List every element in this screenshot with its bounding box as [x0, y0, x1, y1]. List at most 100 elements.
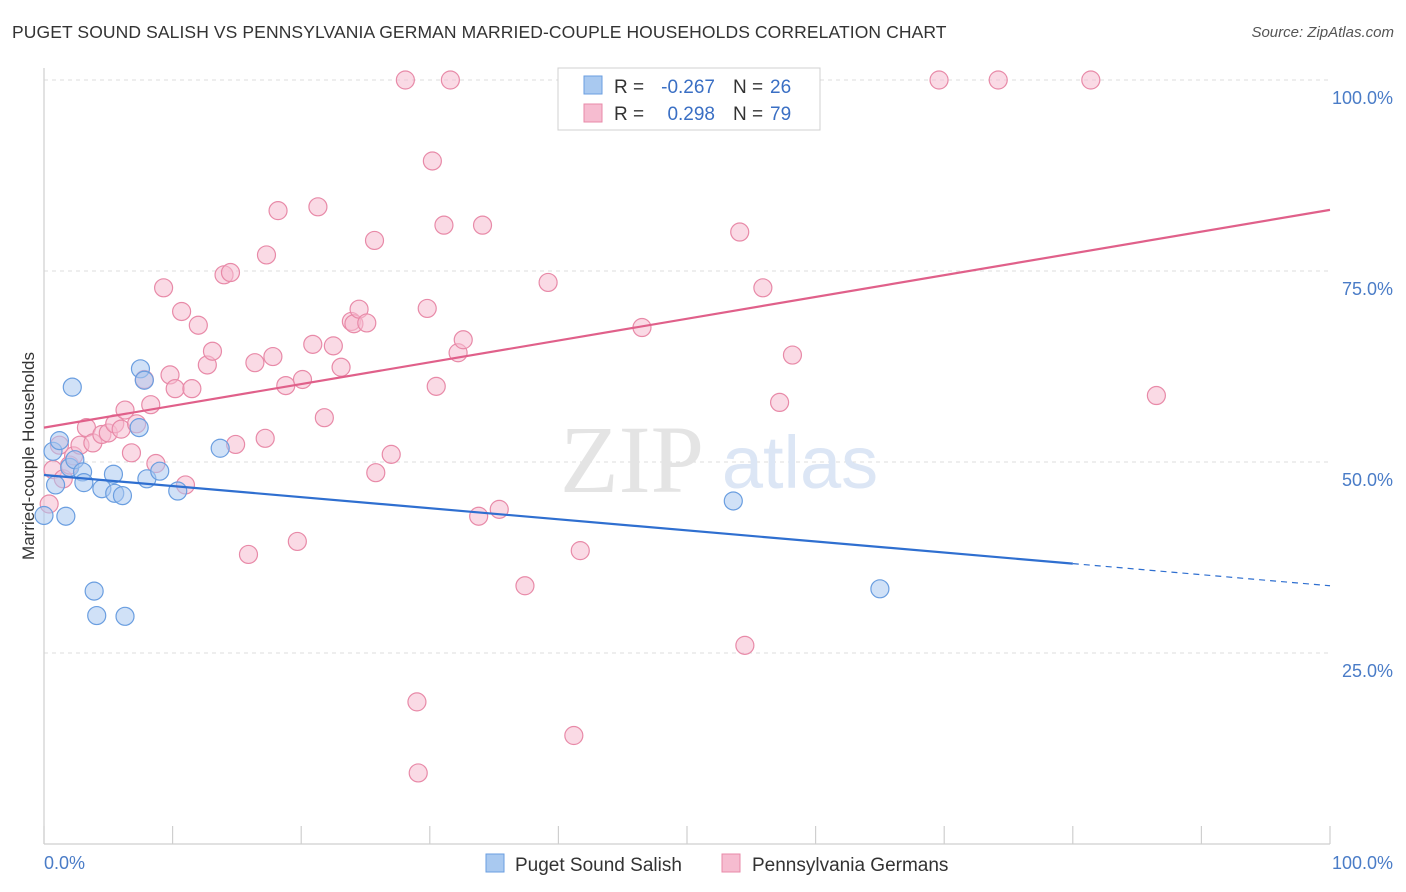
pa-german-point-58 [440, 70, 460, 90]
salish-point-9 [74, 473, 94, 493]
pa-german-point-53 [408, 763, 428, 783]
pa-german-point-42 [323, 336, 343, 356]
pa-german-point-35 [268, 201, 288, 221]
legend-r-value-1: -0.267 [661, 77, 715, 98]
pa-german-point-49 [366, 463, 386, 483]
pa-german-point-67 [570, 541, 590, 561]
legend-swatch-pink [583, 103, 603, 123]
chart-title: PUGET SOUND SALISH VS PENNSYLVANIA GERMA… [12, 22, 947, 42]
pa-german-point-57 [434, 215, 454, 235]
pa-german-point-74 [929, 70, 949, 90]
salish-point-4 [56, 506, 76, 526]
series-legend-swatch-pink [721, 853, 741, 873]
trend-lines [43, 208, 1331, 587]
series-legend-label-blue: Puget Sound Salish [515, 855, 682, 876]
watermark-zip: ZIP [560, 406, 704, 513]
pa-german-point-20 [165, 379, 185, 399]
pa-german-point-69 [730, 222, 750, 242]
salish-trend-extension [1072, 563, 1331, 587]
salish-point-13 [103, 464, 124, 484]
legend-r-label-1: R = [614, 77, 644, 98]
salish-trend-line [43, 473, 1073, 565]
salish-point-22 [168, 481, 188, 501]
pa-german-point-52 [407, 692, 427, 712]
salish-point-19 [134, 370, 154, 390]
legend-r-value-2: 0.298 [667, 104, 715, 125]
salish-point-23 [210, 438, 230, 458]
legend-r-label-2: R = [614, 104, 644, 125]
pa-german-point-21 [172, 301, 192, 322]
legend-n-label-1: N = [733, 77, 763, 98]
pa-german-point-32 [255, 428, 275, 448]
pa-german-point-31 [245, 353, 265, 373]
pa-german-point-24 [188, 315, 208, 335]
pa-german-point-37 [287, 531, 307, 552]
pa-german-point-56 [426, 376, 446, 396]
correlation-legend: R = -0.267 N = 26 R = 0.298 N = 79 [557, 67, 821, 131]
pa-german-point-65 [538, 272, 558, 293]
y-axis-label: Married-couple Households [19, 352, 38, 560]
salish-point-15 [112, 486, 133, 506]
y-tick-label-75: 75.0% [1342, 279, 1393, 299]
salish-point-25 [870, 579, 890, 599]
salish-point-3 [49, 431, 70, 451]
pa-german-point-28 [220, 262, 241, 283]
salish-point-21 [150, 461, 170, 481]
salish-point-24 [723, 491, 743, 511]
x-tick-label-min: 0.0% [44, 853, 85, 873]
pa-german-point-54 [417, 298, 437, 319]
pa-german-point-48 [364, 230, 385, 251]
pa-german-point-51 [395, 70, 415, 90]
pa-german-point-66 [564, 725, 584, 746]
pa-german-point-75 [988, 70, 1008, 90]
pa-german-point-41 [314, 408, 334, 428]
salish-point-0 [34, 505, 54, 526]
salish-point-16 [115, 606, 135, 626]
pa-german-trend-line [43, 208, 1331, 429]
series-legend-label-pink: Pennsylvania Germans [752, 855, 948, 876]
pa-german-point-39 [303, 334, 323, 354]
pa-german-point-72 [769, 392, 790, 413]
watermark-atlas: atlas [722, 421, 878, 504]
salish-point-2 [45, 475, 66, 495]
series-legend: Puget Sound Salish Pennsylvania Germans [485, 853, 948, 876]
gridlines [44, 79, 1330, 654]
pa-german-point-34 [263, 346, 283, 367]
pa-german-point-30 [238, 544, 259, 565]
pa-german-point-77 [1146, 385, 1166, 406]
pa-german-point-55 [422, 151, 442, 171]
x-tick-label-max: 100.0% [1332, 853, 1393, 873]
pa-german-point-43 [331, 357, 351, 377]
pa-german-point-61 [469, 506, 489, 526]
pa-german-point-64 [515, 576, 535, 596]
series-puget-sound-salish-points [34, 359, 890, 626]
pa-german-point-73 [782, 345, 803, 365]
salish-point-17 [129, 418, 149, 438]
pa-german-point-33 [256, 245, 277, 265]
pa-german-point-14 [121, 443, 142, 463]
legend-swatch-blue [583, 75, 603, 95]
salish-point-11 [87, 605, 107, 626]
chart-source: Source: ZipAtlas.com [1251, 24, 1394, 41]
legend-n-value-2: 79 [770, 104, 791, 125]
pa-german-point-26 [202, 341, 223, 361]
pa-german-point-18 [153, 278, 174, 298]
pa-german-point-60 [453, 330, 473, 350]
salish-point-10 [84, 581, 104, 601]
pa-german-point-50 [381, 444, 401, 464]
salish-point-6 [62, 377, 82, 397]
pa-german-point-40 [308, 197, 328, 217]
series-legend-swatch-blue [485, 853, 505, 873]
legend-n-label-2: N = [733, 104, 763, 125]
x-axis-ticks [43, 826, 1331, 844]
y-tick-label-25: 25.0% [1342, 661, 1393, 681]
pa-german-point-71 [753, 278, 773, 298]
y-tick-label-100: 100.0% [1332, 88, 1393, 108]
series-pennsylvania-germans-points [39, 70, 1166, 783]
pa-german-point-62 [472, 215, 493, 235]
legend-n-value-1: 26 [770, 77, 791, 98]
pa-german-point-70 [735, 635, 755, 655]
y-tick-label-50: 50.0% [1342, 470, 1393, 490]
pa-german-point-76 [1081, 70, 1101, 90]
